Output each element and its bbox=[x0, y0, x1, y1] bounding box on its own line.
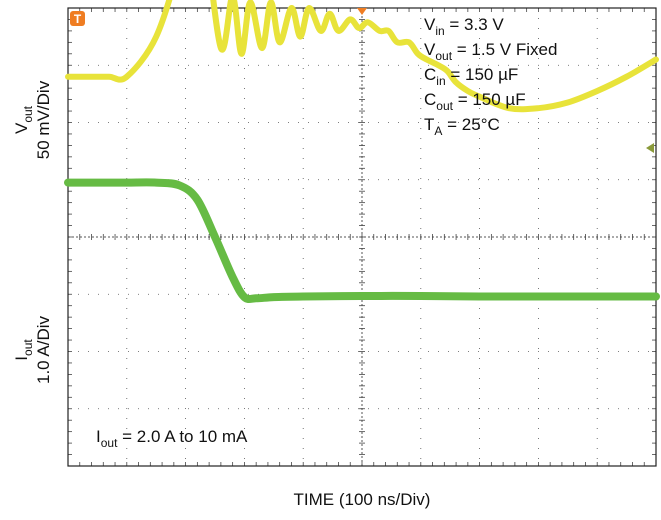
iout-annotation: Iout = 2.0 A to 10 mA bbox=[96, 427, 248, 450]
condition-line: Vin = 3.3 V bbox=[424, 15, 504, 38]
condition-symbol: V bbox=[424, 40, 436, 59]
condition-line: Cout = 150 µF bbox=[424, 90, 526, 113]
iout-trace bbox=[64, 178, 660, 304]
condition-value: = 150 µF bbox=[453, 90, 526, 109]
condition-symbol: T bbox=[424, 115, 434, 134]
condition-subscript: out bbox=[435, 49, 452, 63]
iout-axis-label: Iout 1.0 A/Div bbox=[12, 315, 53, 384]
trigger-marker: T bbox=[70, 11, 85, 26]
condition-line: Vout = 1.5 V Fixed bbox=[424, 40, 557, 63]
x-axis-label: TIME (100 ns/Div) bbox=[294, 490, 431, 509]
vout-trace bbox=[65, 0, 659, 113]
condition-line: Cin = 150 µF bbox=[424, 65, 518, 88]
condition-subscript: A bbox=[434, 124, 442, 138]
condition-subscript: in bbox=[436, 74, 445, 88]
trigger-t-icon bbox=[70, 11, 85, 26]
vout-ylabel: Vout bbox=[12, 105, 35, 134]
vout-scale: 50 mV/Div bbox=[34, 80, 53, 159]
channel-level-marker bbox=[646, 143, 654, 153]
condition-value: = 150 µF bbox=[446, 65, 519, 84]
condition-value: = 25°C bbox=[442, 115, 499, 134]
condition-subscript: in bbox=[435, 24, 444, 38]
axis-ticks bbox=[67, 7, 657, 467]
condition-value: = 1.5 V Fixed bbox=[452, 40, 557, 59]
trigger-label: T bbox=[74, 12, 82, 26]
iout-ylabel: Iout bbox=[12, 339, 35, 361]
iout-scale: 1.0 A/Div bbox=[34, 315, 53, 384]
condition-symbol: C bbox=[424, 65, 436, 84]
condition-value: = 3.3 V bbox=[445, 15, 505, 34]
condition-symbol: C bbox=[424, 90, 436, 109]
condition-line: TA = 25°C bbox=[424, 115, 500, 138]
condition-symbol: V bbox=[424, 15, 436, 34]
condition-subscript: out bbox=[436, 99, 453, 113]
trigger-position-marker bbox=[357, 8, 367, 15]
vout-axis-label: Vout 50 mV/Div bbox=[12, 80, 53, 159]
